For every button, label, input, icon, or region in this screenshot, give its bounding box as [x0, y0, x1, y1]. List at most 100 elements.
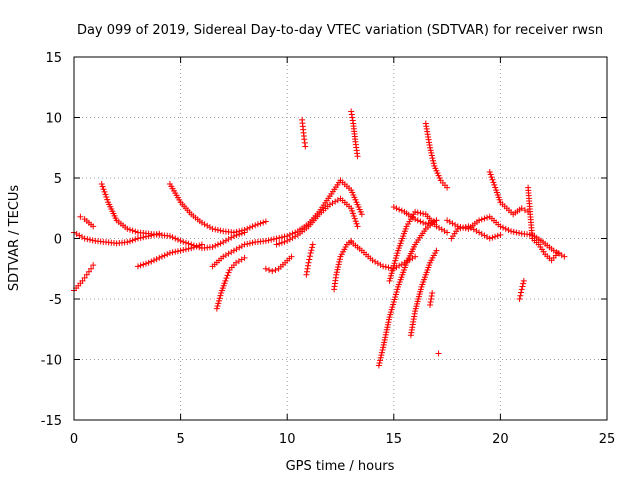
- data-point: [375, 362, 382, 369]
- data-point: [387, 275, 394, 282]
- data-point: [414, 209, 421, 216]
- data-point: [377, 354, 384, 361]
- data-point: [212, 226, 219, 233]
- data-point: [389, 267, 396, 274]
- data-point: [304, 262, 311, 269]
- data-point: [352, 218, 359, 225]
- data-point: [126, 238, 133, 245]
- data-point: [83, 271, 90, 278]
- y-tick-label: 10: [45, 112, 62, 127]
- data-point: [196, 242, 203, 249]
- series-arc12: [303, 241, 316, 278]
- data-point: [484, 214, 491, 221]
- data-point: [334, 266, 341, 273]
- data-point: [148, 258, 155, 265]
- x-tick-label: 0: [70, 432, 78, 447]
- data-point: [301, 139, 308, 146]
- data-point: [134, 235, 141, 242]
- data-point: [486, 235, 493, 242]
- data-point: [349, 117, 356, 124]
- data-point: [238, 243, 245, 250]
- data-point: [182, 239, 189, 246]
- data-point: [104, 196, 111, 203]
- data-point: [394, 250, 401, 257]
- data-point: [166, 250, 173, 257]
- data-point: [520, 277, 527, 284]
- data-point: [502, 225, 509, 232]
- data-point: [420, 210, 427, 217]
- data-point: [335, 261, 342, 268]
- series-arc28: [529, 235, 561, 264]
- data-point: [429, 289, 436, 296]
- data-point: [306, 253, 313, 260]
- data-point: [201, 221, 208, 228]
- data-point: [289, 234, 296, 241]
- series-arc9: [262, 253, 295, 275]
- data-point: [518, 286, 525, 293]
- series-arc6: [166, 181, 269, 236]
- data-point: [428, 149, 435, 156]
- data-point: [86, 236, 93, 243]
- y-tick-label: -10: [41, 354, 62, 369]
- data-point: [174, 248, 181, 255]
- data-point: [383, 329, 390, 336]
- y-tick-label: 5: [54, 172, 62, 187]
- data-point: [215, 300, 222, 307]
- data-point: [214, 241, 221, 248]
- data-point: [265, 237, 272, 244]
- data-point: [481, 232, 488, 239]
- x-tick-label: 10: [279, 432, 296, 447]
- data-point: [301, 136, 308, 143]
- data-point: [390, 299, 397, 306]
- data-point: [392, 257, 399, 264]
- data-point: [519, 283, 526, 290]
- data-point: [73, 230, 80, 237]
- data-point: [174, 236, 181, 243]
- data-point: [561, 253, 568, 260]
- data-point: [516, 296, 523, 302]
- data-point: [190, 244, 197, 251]
- data-point: [99, 183, 106, 190]
- data-point: [129, 227, 136, 234]
- data-point: [384, 324, 391, 331]
- data-point: [425, 220, 432, 227]
- data-point: [430, 157, 437, 164]
- data-point: [490, 179, 497, 186]
- data-point: [198, 241, 205, 248]
- data-point: [268, 236, 275, 243]
- data-point: [478, 216, 485, 223]
- data-point: [77, 213, 84, 220]
- data-point: [554, 250, 561, 257]
- data-point: [214, 227, 221, 234]
- series-arc11: [299, 116, 309, 150]
- data-point: [126, 226, 133, 233]
- data-point: [278, 234, 285, 241]
- data-point: [392, 293, 399, 300]
- data-point: [396, 206, 403, 213]
- data-point: [185, 245, 192, 252]
- data-point: [228, 234, 235, 241]
- data-point: [381, 336, 388, 343]
- data-point: [166, 233, 173, 240]
- data-point: [353, 220, 360, 227]
- data-point: [428, 219, 435, 226]
- data-point: [427, 302, 434, 309]
- data-point: [354, 153, 361, 160]
- data-point: [230, 229, 237, 236]
- data-point: [351, 215, 358, 222]
- data-point: [518, 205, 525, 212]
- data-point: [390, 301, 397, 308]
- data-point: [161, 252, 168, 259]
- data-point: [249, 223, 256, 230]
- series-arc5: [134, 241, 205, 270]
- data-point: [276, 240, 283, 247]
- y-tick-label: -15: [41, 414, 62, 429]
- data-point: [476, 229, 483, 236]
- series-arc20: [422, 120, 451, 191]
- data-point: [262, 237, 269, 244]
- data-point: [284, 237, 291, 244]
- data-point: [414, 217, 421, 224]
- data-point: [381, 339, 388, 346]
- data-point: [288, 253, 295, 260]
- data-point: [180, 246, 187, 253]
